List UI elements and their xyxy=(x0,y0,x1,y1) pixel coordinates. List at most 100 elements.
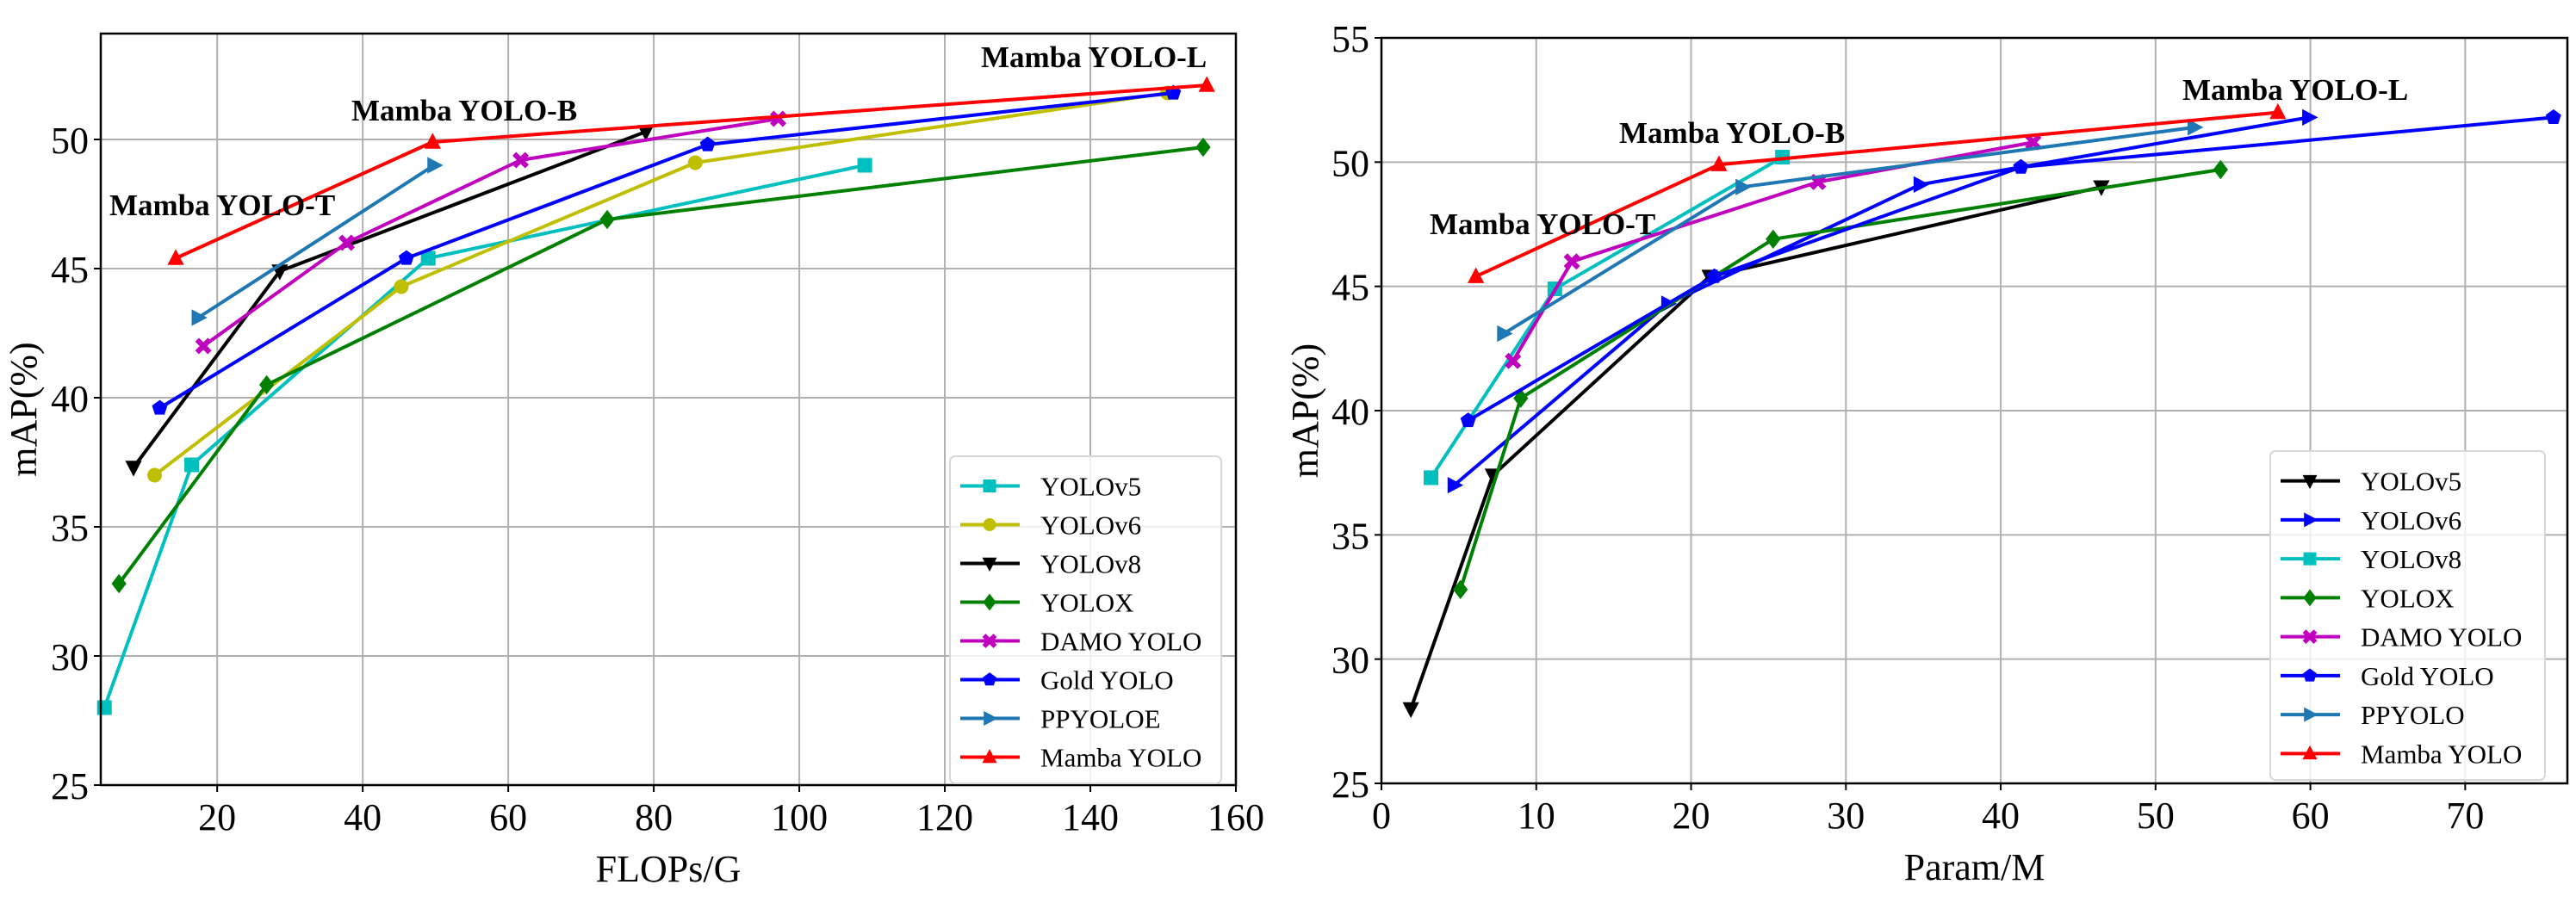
legend-marker xyxy=(2302,629,2318,645)
data-point xyxy=(1766,229,1781,250)
series-yolov6 xyxy=(147,85,1176,483)
legend-marker xyxy=(982,634,997,648)
data-point xyxy=(857,158,872,173)
x-axis-label: FLOPs/G xyxy=(596,848,742,890)
series-line xyxy=(1467,115,2554,423)
x-tick-label: 60 xyxy=(2292,795,2330,837)
data-point xyxy=(398,250,414,265)
legend-label: YOLOX xyxy=(2361,583,2455,613)
data-point xyxy=(152,399,168,415)
series-yolox xyxy=(1453,159,2228,600)
series-ppyolo xyxy=(1497,119,2204,343)
data-point xyxy=(1913,176,1930,193)
legend-label: YOLOv6 xyxy=(1040,510,1141,541)
series-line xyxy=(202,117,779,348)
data-point xyxy=(1195,137,1211,158)
y-tick-label: 50 xyxy=(51,120,89,162)
legend-frame xyxy=(949,455,1222,784)
data-point xyxy=(2269,102,2287,120)
annotation-label: Mamba YOLO-B xyxy=(351,94,577,127)
data-point xyxy=(191,309,208,326)
y-tick-label: 45 xyxy=(1331,267,1369,309)
data-point xyxy=(424,133,441,149)
x-tick-label: 30 xyxy=(1827,795,1865,837)
y-tick-label: 40 xyxy=(1331,391,1369,433)
series-yolov6 xyxy=(1447,108,2318,494)
data-point xyxy=(184,457,200,473)
legend-label: YOLOv8 xyxy=(2361,544,2461,574)
data-point xyxy=(427,157,444,174)
data-point xyxy=(699,136,716,152)
chart-flops-vs-map: 20 40 60 80 100 120 140 160 25 30 35 40 45 50 FLOPs/G m… xyxy=(3,32,1264,890)
y-tick-label: 30 xyxy=(1331,640,1369,682)
data-point xyxy=(258,374,275,395)
legend-marker xyxy=(983,518,996,531)
series-mamba-yolo xyxy=(1468,102,2287,283)
data-point xyxy=(1563,253,1580,270)
legend-marker xyxy=(2304,707,2318,722)
x-tick-label: 140 xyxy=(1062,796,1119,838)
legend-marker xyxy=(982,557,997,572)
series-line xyxy=(132,130,647,469)
x-tick-label: 120 xyxy=(916,796,973,838)
data-point xyxy=(125,461,142,477)
legend-label: DAMO YOLO xyxy=(2361,622,2522,653)
y-tick-label: 25 xyxy=(1331,764,1369,806)
annotation-label: Mamba YOLO-L xyxy=(2182,73,2408,107)
legend-entry: YOLOv8 xyxy=(960,549,1141,579)
data-point xyxy=(147,467,163,483)
y-tick-label: 50 xyxy=(1331,142,1369,184)
x-tick-label: 80 xyxy=(635,796,673,838)
x-tick-label: 40 xyxy=(344,796,382,838)
legend-entry: YOLOX xyxy=(960,588,1134,618)
data-point xyxy=(195,337,212,355)
data-point xyxy=(1198,76,1215,92)
legend-label: PPYOLOE xyxy=(1040,704,1161,734)
series-line xyxy=(1453,115,2310,487)
x-tick-label: 70 xyxy=(2446,795,2484,837)
y-tick-label: 35 xyxy=(1331,515,1369,557)
legend-marker xyxy=(982,749,997,764)
x-tick-label: 20 xyxy=(198,796,236,838)
data-point xyxy=(687,155,703,170)
legend-marker xyxy=(2303,589,2317,607)
data-point xyxy=(1706,268,1723,283)
x-tick-label: 50 xyxy=(2137,795,2175,837)
data-point xyxy=(1424,470,1439,486)
x-tick-label: 160 xyxy=(1207,796,1264,838)
y-axis-label: mAP(%) xyxy=(1284,343,1326,478)
x-tick-label: 10 xyxy=(1518,795,1555,837)
x-tick-label: 0 xyxy=(1372,795,1391,837)
legend-marker xyxy=(983,479,996,492)
legend-label: YOLOv8 xyxy=(1040,549,1141,579)
y-tick-label: 25 xyxy=(51,765,89,807)
legend-label: Mamba YOLO xyxy=(1040,743,1201,773)
data-point xyxy=(111,573,127,594)
data-point xyxy=(512,152,529,169)
y-tick-label: 30 xyxy=(51,636,89,678)
legend: YOLOv5 YOLOv6 YOLOv8 YOLOX DAMO YOLO Gold YOL… xyxy=(2269,450,2546,781)
chart-params-vs-map: 0 10 20 30 40 50 60 70 25 30 35 40 45 50 55 Param/M mAP(… xyxy=(1284,18,2569,888)
data-point xyxy=(338,234,356,251)
data-point xyxy=(394,279,409,294)
legend-marker xyxy=(983,672,996,686)
legend-entry: Mamba YOLO xyxy=(960,743,1201,773)
legend-label: YOLOX xyxy=(1040,588,1134,618)
data-point xyxy=(1497,325,1513,343)
series-line xyxy=(153,91,1168,477)
legend-marker xyxy=(984,710,998,727)
series-line xyxy=(1409,185,2102,710)
series-damo-yolo xyxy=(195,110,787,355)
x-axis-label: Param/M xyxy=(1904,846,2045,888)
series-line xyxy=(1458,168,2221,591)
series-damo-yolo xyxy=(1505,133,2042,369)
annotation-label: Mamba YOLO-T xyxy=(1430,207,1655,241)
legend-entry: YOLOX xyxy=(2281,583,2455,613)
series-line xyxy=(102,164,866,708)
data-point xyxy=(1453,579,1468,600)
data-point xyxy=(1402,702,1419,719)
data-point xyxy=(1710,155,1728,171)
data-point xyxy=(1505,352,1522,369)
legend-entry: PPYOLO xyxy=(2281,700,2465,730)
